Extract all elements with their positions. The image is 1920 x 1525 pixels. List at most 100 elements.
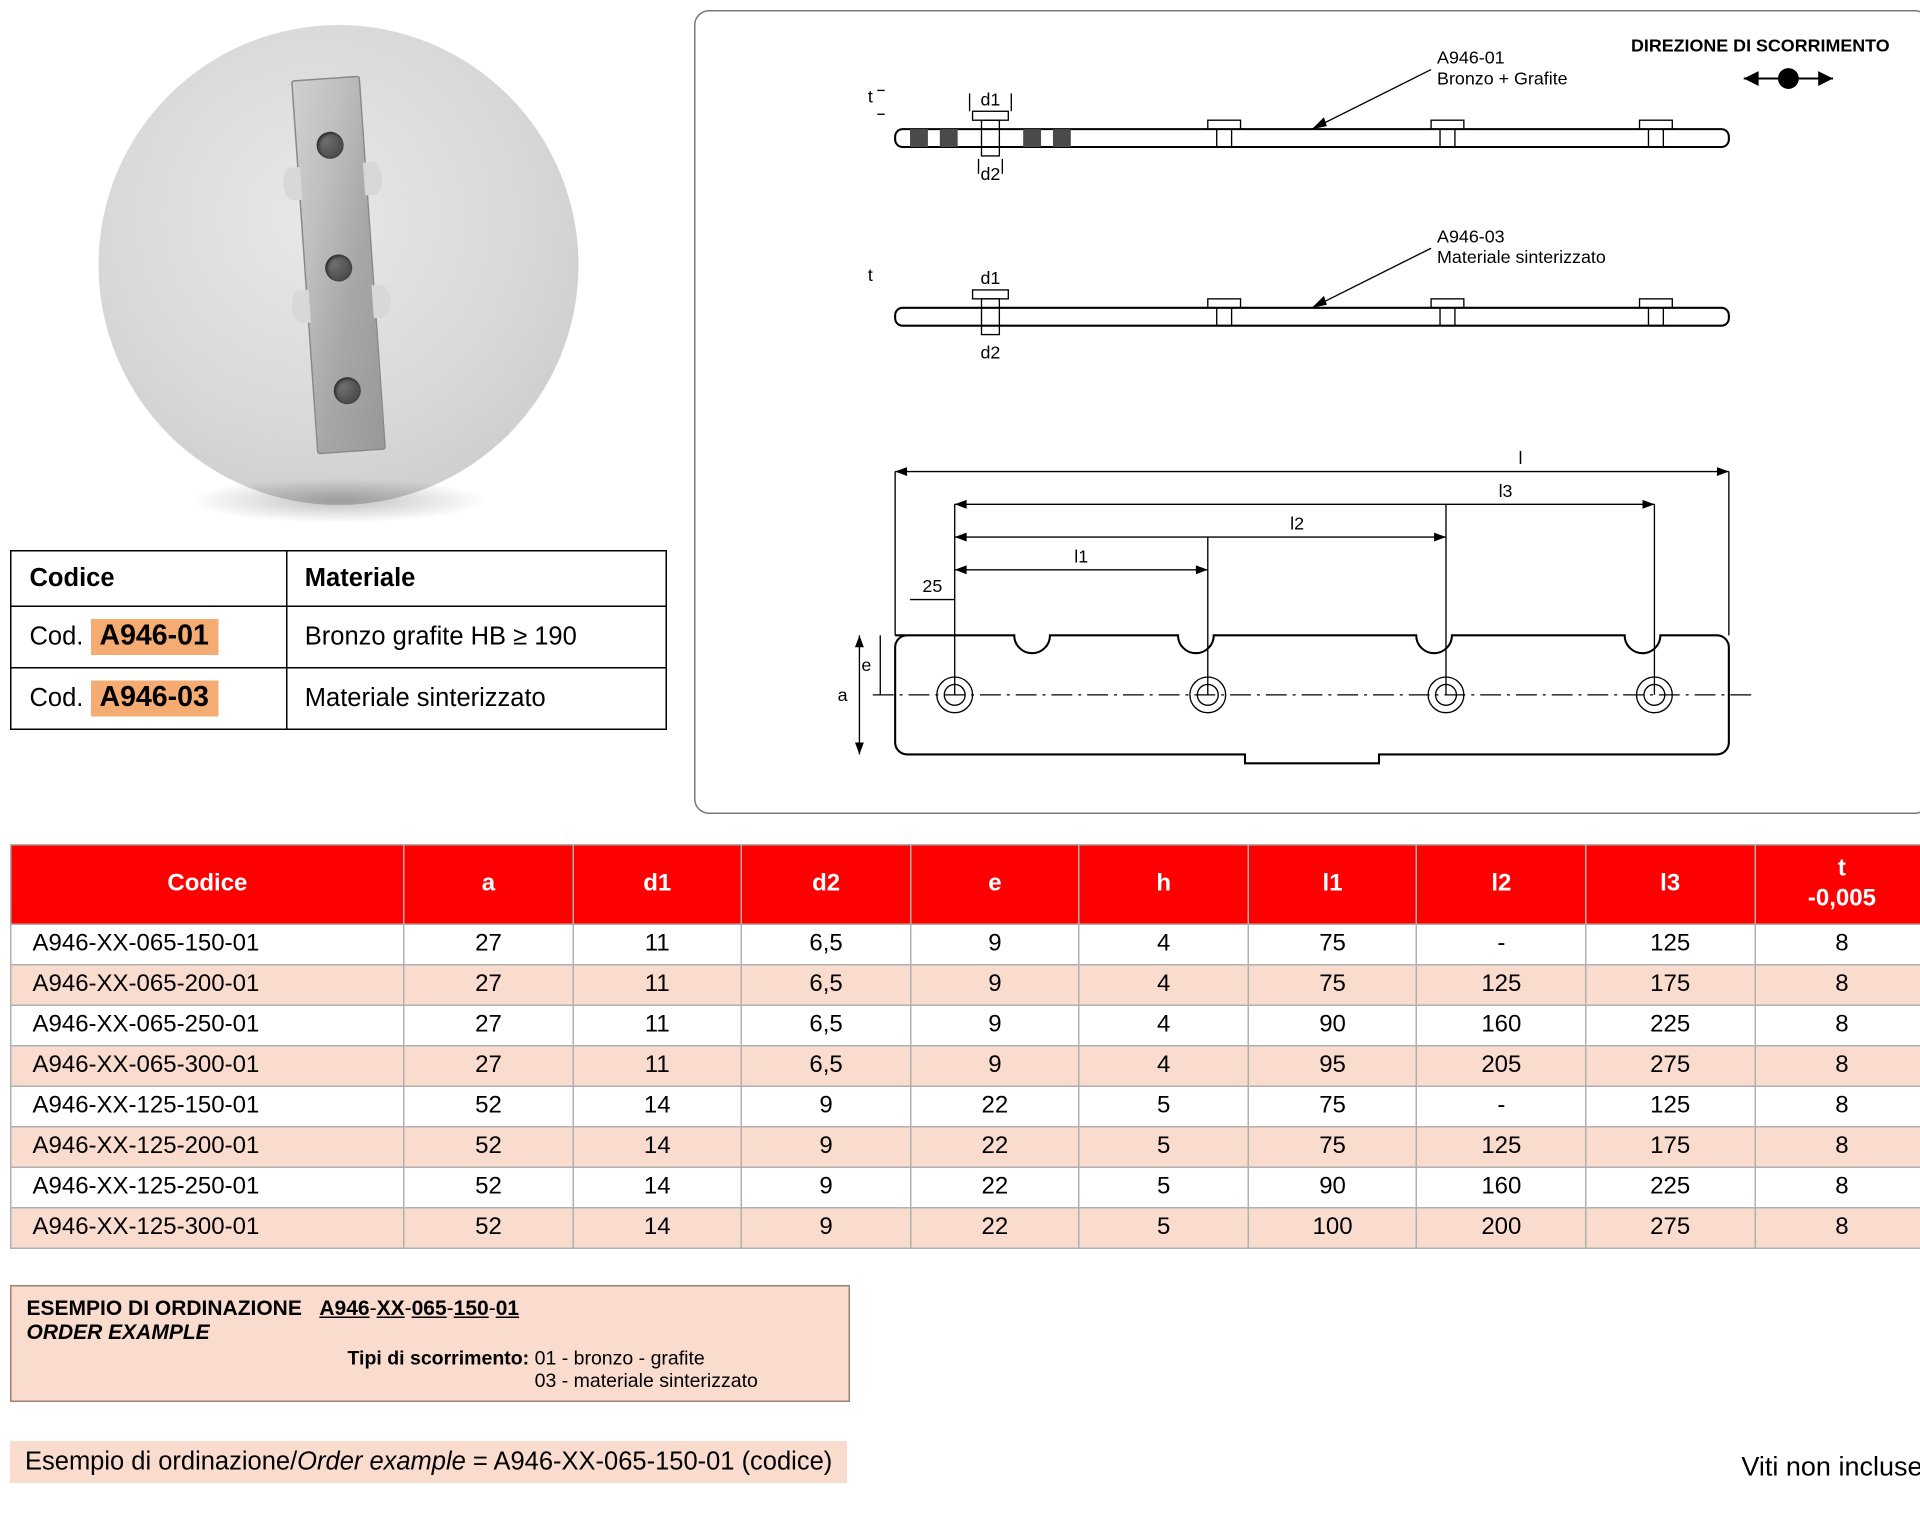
dim-cell: 52 [404,1208,573,1249]
order-code: A946-XX-065-150-01 [319,1296,519,1320]
dim-cell: - [1417,924,1586,965]
table-row: A946-XX-125-200-0152149225751251758 [11,1127,1920,1168]
dim-cell: 225 [1586,1167,1755,1208]
dim-cell: 11 [573,1046,742,1087]
dim-cell: A946-XX-125-200-01 [11,1127,404,1168]
dim-cell: 160 [1417,1005,1586,1046]
dim-cell: 27 [404,924,573,965]
dim-cell: 225 [1586,1005,1755,1046]
dim-cell: A946-XX-125-250-01 [11,1167,404,1208]
dim-cell: 275 [1586,1046,1755,1087]
code-prefix: Cod. [30,622,84,651]
svg-text:l3: l3 [1499,481,1513,501]
dim-cell: 205 [1417,1046,1586,1087]
dim-cell: 22 [910,1086,1079,1127]
svg-text:25: 25 [922,576,942,596]
dim-cell: 125 [1586,1086,1755,1127]
dim-cell: 22 [910,1208,1079,1249]
dim-cell: 52 [404,1127,573,1168]
svg-text:A946-01: A946-01 [1437,48,1505,68]
code-chip: A946-03 [90,681,217,717]
dim-cell: 11 [573,965,742,1006]
dim-cell: 75 [1248,965,1417,1006]
dim-cell: A946-XX-065-250-01 [11,1005,404,1046]
direction-arrow-icon [1744,68,1833,89]
dim-cell: A946-XX-065-200-01 [11,965,404,1006]
footnote: Viti non incluse. [1741,1452,1920,1484]
dim-cell: 100 [1248,1208,1417,1249]
dim-cell: 95 [1248,1046,1417,1087]
dim-cell: 8 [1755,1127,1920,1168]
dim-cell: 14 [573,1167,742,1208]
dim-cell: 125 [1586,924,1755,965]
dim-cell: 4 [1079,965,1248,1006]
dim-cell: 8 [1755,924,1920,965]
material-th-code: Codice [11,551,286,607]
material-th-material: Materiale [286,551,666,607]
svg-text:a: a [838,685,848,705]
top-view: l l3 l2 l1 [838,448,1752,763]
table-row: A946-XX-125-250-0152149225901602258 [11,1167,1920,1208]
material-cell: Materiale sinterizzato [286,668,666,730]
dim-cell: 9 [910,1046,1079,1087]
dimensions-table: Codicead1d2ehl1l2l3t-0,005 A946-XX-065-1… [10,844,1920,1249]
left-column: Codice Materiale Cod. A946-01 Bronzo gra… [10,10,667,730]
product-image-circle [99,25,579,505]
code-prefix: Cod. [30,684,84,713]
dim-cell: 27 [404,1005,573,1046]
dim-th: d2 [742,845,911,925]
dim-cell: 14 [573,1127,742,1168]
dim-cell: 5 [1079,1167,1248,1208]
dim-th: t-0,005 [1755,845,1920,925]
dim-cell: 4 [1079,1046,1248,1087]
svg-text:l: l [1518,448,1522,468]
svg-text:A946-03: A946-03 [1437,226,1505,246]
dim-cell: 4 [1079,924,1248,965]
example-bar: Esempio di ordinazione/Order example = A… [10,1441,847,1483]
dim-cell: 160 [1417,1167,1586,1208]
order-sub-line: 01 - bronzo - grafite [535,1347,705,1370]
example-rest: = A946-XX-065-150-01 (codice) [466,1447,832,1476]
dim-cell: 5 [1079,1086,1248,1127]
svg-text:l1: l1 [1074,546,1088,566]
table-row: A946-XX-065-300-0127116,594952052758 [11,1046,1920,1087]
svg-text:d2: d2 [980,164,1000,184]
dim-cell: 75 [1248,1127,1417,1168]
dim-cell: 9 [910,965,1079,1006]
svg-text:Materiale sinterizzato: Materiale sinterizzato [1437,247,1606,267]
example-it: Esempio di ordinazione/ [25,1447,297,1476]
dim-cell: 175 [1586,1127,1755,1168]
order-sub-label: Tipi di scorrimento: [348,1347,530,1370]
table-row: A946-XX-065-200-0127116,594751251758 [11,965,1920,1006]
product-render [291,76,386,455]
technical-diagram-svg: DIREZIONE DI SCORRIMENTO t [717,24,1908,801]
dim-cell: 90 [1248,1005,1417,1046]
dim-cell: 6,5 [742,1005,911,1046]
dim-cell: 125 [1417,965,1586,1006]
dim-cell: 8 [1755,1086,1920,1127]
dim-cell: 6,5 [742,965,911,1006]
dim-cell: 8 [1755,1046,1920,1087]
svg-text:t: t [868,265,873,285]
svg-text:l2: l2 [1290,514,1304,534]
dim-cell: 8 [1755,1005,1920,1046]
dim-cell: 11 [573,1005,742,1046]
order-sub-line: 03 - materiale sinterizzato [535,1369,758,1392]
order-title-it: ESEMPIO DI ORDINAZIONE [27,1296,302,1320]
order-title-en: ORDER EXAMPLE [27,1320,834,1344]
dim-cell: 52 [404,1086,573,1127]
dim-cell: 275 [1586,1208,1755,1249]
dim-th: l1 [1248,845,1417,925]
code-chip: A946-01 [90,619,217,655]
dim-cell: 8 [1755,965,1920,1006]
dim-cell: 52 [404,1167,573,1208]
section-view-2: t d1 d2 A946-03 Materiale sinterizzato [868,226,1729,362]
svg-text:d1: d1 [980,268,1000,288]
section-view-1: t d1 d2 [868,48,1729,184]
dim-cell: - [1417,1086,1586,1127]
table-row: A946-XX-065-250-0127116,594901602258 [11,1005,1920,1046]
svg-text:Bronzo + Grafite: Bronzo + Grafite [1437,68,1568,88]
dim-cell: 22 [910,1127,1079,1168]
dim-cell: 6,5 [742,924,911,965]
table-row: A946-XX-125-150-015214922575-1258 [11,1086,1920,1127]
